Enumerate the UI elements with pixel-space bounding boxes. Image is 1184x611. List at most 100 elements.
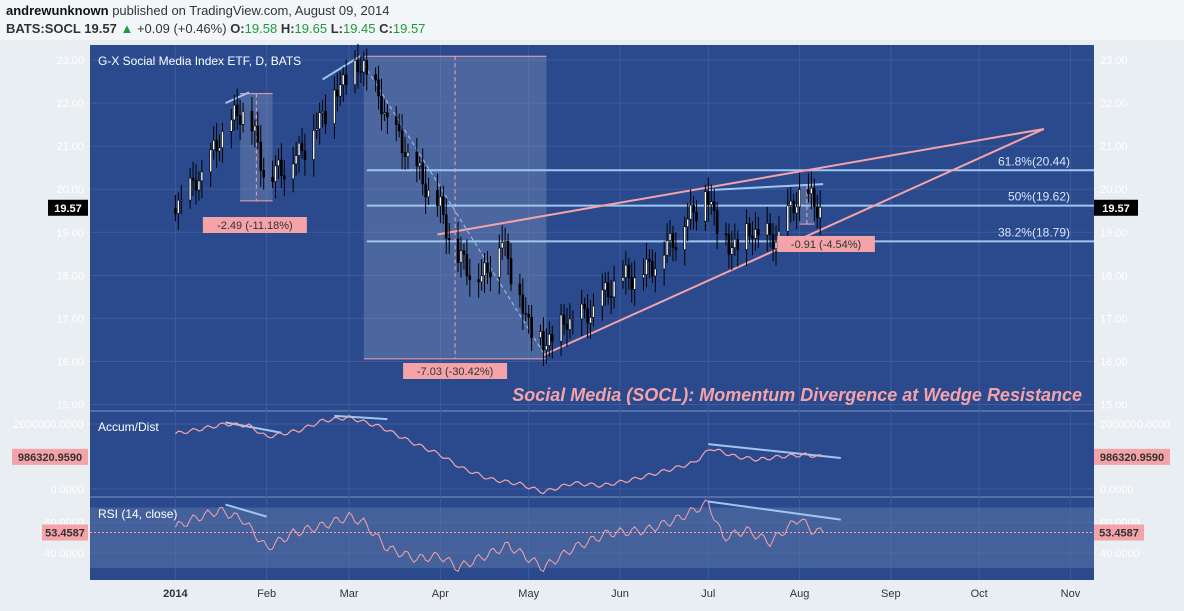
- candle-body: [648, 258, 651, 262]
- candle-body: [447, 238, 451, 240]
- fib-level-label: 38.2%(18.79): [998, 225, 1070, 239]
- candle-body: [459, 250, 463, 263]
- chart-labels: 2014 Feb Mar Apr May Jun Jul Aug Sep Oct Nov 23.00 2…: [12, 54, 1170, 600]
- candle-body: [444, 214, 448, 239]
- candle-body: [810, 187, 813, 194]
- y-tick-label: 15.00: [1100, 400, 1128, 412]
- candle-body: [612, 280, 616, 298]
- candle-body: [280, 159, 283, 177]
- measure-label: -7.03 (-30.42%): [417, 366, 493, 378]
- y-tick-label: 15.00: [56, 400, 84, 412]
- candle-body: [562, 314, 566, 325]
- candle-body: [283, 175, 286, 180]
- last-price: 19.57: [84, 21, 117, 36]
- candle-body: [344, 74, 348, 85]
- candle-body: [221, 131, 224, 149]
- fib-level-label: 61.8%(20.44): [998, 154, 1070, 168]
- candle-body: [724, 233, 728, 235]
- candle-body: [291, 163, 295, 180]
- candle-body: [400, 130, 404, 153]
- candle-body: [300, 142, 304, 152]
- candle-body: [586, 308, 589, 324]
- rsi-pane-title: RSI (14, close): [98, 507, 177, 521]
- x-tick-label: May: [518, 588, 539, 600]
- candle-body: [456, 238, 460, 263]
- y-tick-label: 40.0000: [44, 548, 84, 560]
- candle-body: [583, 303, 586, 310]
- y-tick-label: 18.00: [1100, 270, 1128, 282]
- measure-label-bg: [777, 236, 875, 252]
- y-tick-label: 22.00: [56, 98, 84, 110]
- candle-body: [209, 149, 213, 173]
- candle-body: [589, 317, 592, 324]
- candle-body: [689, 204, 692, 220]
- candle-body: [527, 313, 530, 318]
- candle-body: [297, 142, 301, 156]
- rsi-badge: 53.4587: [1099, 528, 1139, 540]
- price-badge-bg: [1094, 199, 1138, 216]
- chart-canvas[interactable]: 2014 Feb Mar Apr May Jun Jul Aug Sep Oct Nov 23.00 2…: [0, 40, 1184, 611]
- author-name[interactable]: andrewunknown: [6, 3, 109, 18]
- measure-box: [799, 184, 815, 225]
- y-tick-label: 0.0000: [1100, 484, 1134, 496]
- divergence-line: [708, 443, 841, 460]
- candle-body: [548, 333, 551, 346]
- candle-body: [786, 205, 790, 232]
- price-change: +0.09 (+0.46%): [136, 21, 227, 36]
- candle-body: [524, 312, 528, 315]
- candle-body: [571, 318, 575, 321]
- candle-body: [336, 89, 339, 97]
- candle-body: [818, 207, 822, 219]
- accum-pane-title: Accum/Dist: [98, 420, 159, 434]
- candle-body: [521, 294, 525, 314]
- y-tick-label: 40.0000: [1100, 548, 1140, 560]
- x-tick-label: Mar: [340, 588, 359, 600]
- symbol: BATS:SOCL: [6, 21, 81, 36]
- accum-badge: 986320.9590: [18, 452, 82, 464]
- candle-body: [692, 204, 695, 213]
- y-tick-label: 20.00: [1100, 184, 1128, 196]
- candle-body: [424, 183, 427, 198]
- candle-body: [241, 111, 245, 125]
- low-label: L:: [330, 21, 343, 36]
- candle-body: [194, 179, 198, 191]
- candle-body: [353, 59, 357, 85]
- candle-body: [403, 152, 407, 157]
- candle-body: [312, 130, 316, 160]
- candle-body: [321, 111, 324, 114]
- candle-body: [439, 196, 442, 207]
- candle-body: [568, 318, 572, 330]
- price-pane-title: G-X Social Media Index ETF, D, BATS: [98, 54, 301, 68]
- candle-body: [341, 74, 345, 86]
- candle-body: [174, 208, 177, 214]
- open-label: O:: [230, 21, 245, 36]
- candle-body: [394, 116, 398, 125]
- high-value: 19.65: [294, 21, 328, 36]
- measure-label: -2.49 (-11.18%): [217, 220, 293, 232]
- x-tick-label: Jun: [611, 588, 629, 600]
- candle-body: [218, 147, 221, 152]
- y-tick-label: 19.00: [1100, 227, 1128, 239]
- candle-body: [509, 258, 513, 285]
- candle-body: [736, 238, 740, 250]
- y-tick-label: 17.00: [1100, 313, 1128, 325]
- x-tick-label: 2014: [163, 588, 188, 600]
- candle-body: [730, 247, 734, 255]
- candle-body: [518, 283, 522, 296]
- y-tick-label: 17.00: [56, 313, 84, 325]
- candle-body: [686, 218, 689, 228]
- candle-body: [315, 128, 319, 131]
- candle-body: [462, 250, 466, 255]
- chart-header: andrewunknown published on TradingView.c…: [0, 0, 1184, 40]
- rsi-band: [90, 507, 1094, 568]
- y-tick-label: 22.00: [1100, 98, 1128, 110]
- close-value: 19.57: [392, 21, 426, 36]
- candle-body: [500, 242, 504, 249]
- candle-body: [427, 189, 430, 198]
- candle-body: [662, 254, 666, 270]
- accum-badge-bg: [1094, 448, 1170, 465]
- candle-body: [798, 189, 801, 208]
- candle-body: [757, 229, 760, 236]
- candle-body: [603, 282, 607, 291]
- x-tick-label: Apr: [432, 588, 449, 600]
